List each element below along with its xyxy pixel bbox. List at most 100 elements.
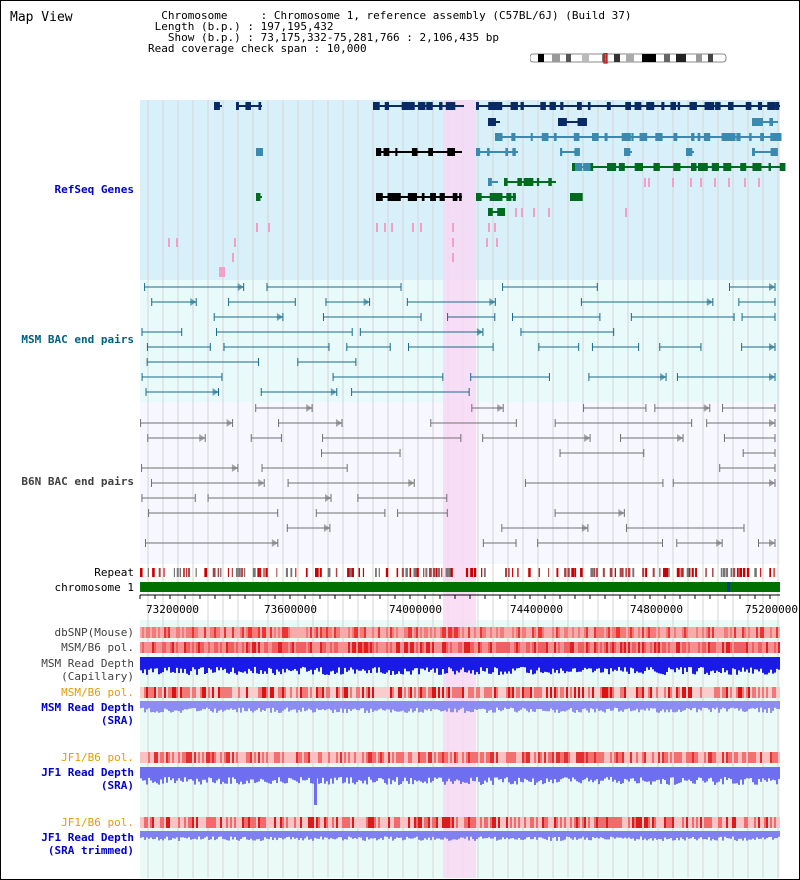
repeat-mark [481, 568, 483, 577]
jf1-pol-trim-heat [578, 817, 580, 828]
msm-depth-cap [544, 657, 546, 672]
jf1-pol-heat [662, 752, 664, 763]
msm-pol-heat [332, 642, 334, 653]
dbsnp-heat [362, 627, 364, 638]
msm-pol-sra-heat [338, 687, 340, 698]
dbsnp-heat [542, 627, 544, 638]
jf1-pol-trim-heat [420, 817, 422, 828]
refseq-pink-mark [268, 223, 270, 232]
dbsnp-heat [730, 627, 732, 638]
msm-pol-sra-heat [234, 687, 236, 698]
dbsnp-heat [746, 627, 748, 638]
msm-depth-sra [742, 701, 744, 712]
msm-pol-heat [680, 642, 682, 653]
dbsnp-heat [382, 627, 384, 638]
msm-pol-heat [462, 642, 464, 653]
msm-pol-sra-heat [422, 687, 424, 698]
msm-depth-sra [722, 701, 724, 708]
jf1-depth-sra [396, 767, 398, 778]
msm-depth-sra [736, 701, 738, 709]
jf1-depth-trim [518, 831, 520, 838]
dbsnp-heat [378, 627, 380, 638]
dbsnp-heat [564, 627, 566, 638]
msm-depth-sra [456, 701, 458, 713]
msm-pol-sra-heat [694, 687, 696, 698]
msm-pol-sra-heat [712, 687, 714, 698]
dbsnp-heat [702, 627, 704, 638]
jf1-pol-heat [618, 752, 620, 763]
msm-pol-sra-heat [342, 687, 344, 698]
dbsnp-heat [440, 627, 442, 638]
jf1-depth-sra [404, 767, 406, 778]
repeat-mark [362, 568, 365, 577]
msm-depth-sra [262, 701, 264, 710]
msm-depth-cap [512, 657, 514, 669]
gene-exon [520, 102, 524, 110]
jf1-depth-trim [224, 831, 226, 840]
jf1-depth-sra [638, 767, 640, 784]
msm-pol-sra-heat [714, 687, 716, 698]
jf1-pol-heat [162, 752, 164, 763]
repeat-mark [760, 568, 762, 577]
jf1-depth-sra [750, 767, 752, 779]
msm-pol-sra-heat [680, 687, 682, 698]
jf1-pol-heat [696, 752, 698, 763]
msm-depth-sra [350, 701, 352, 711]
dbsnp-heat [348, 627, 350, 638]
msm-depth-sra [718, 701, 720, 713]
jf1-pol-heat [270, 752, 272, 763]
jf1-depth-sra [522, 767, 524, 783]
jf1-depth-trim [596, 831, 598, 838]
dbsnp-heat [408, 627, 410, 638]
msm-depth-cap [502, 657, 504, 675]
jf1-depth-trim [394, 831, 396, 839]
jf1-pol-trim-heat [764, 817, 766, 828]
gene-exon [488, 208, 493, 216]
msm-depth-cap [370, 657, 372, 673]
gene-exon [634, 102, 642, 110]
msm-pol-sra-heat [456, 687, 458, 698]
msm-depth-sra [216, 701, 218, 713]
msm-depth-sra [380, 701, 382, 709]
msm-depth-sra [354, 701, 356, 709]
msm-pol-sra-heat [668, 687, 670, 698]
dbsnp-heat [720, 627, 722, 638]
msm-depth-cap [600, 657, 602, 673]
jf1-depth-trim [548, 831, 550, 837]
jf1-depth-sra [470, 767, 472, 778]
msm-depth-cap [688, 657, 690, 668]
msm-pol-sra-heat [618, 687, 620, 698]
jf1-pol-trim-heat [228, 817, 230, 828]
chromosome-ideogram[interactable] [530, 53, 730, 65]
msm-pol-sra-heat [170, 687, 172, 698]
gene-exon [395, 148, 398, 156]
jf1-depth-trim [276, 831, 278, 841]
msm-depth-cap [298, 657, 300, 675]
msm-depth-sra [218, 701, 220, 711]
repeat-mark [405, 568, 408, 577]
jf1-depth-sra [410, 767, 412, 779]
msm-pol-sra-heat [444, 687, 446, 698]
msm-depth-cap [156, 657, 158, 669]
msm-depth-cap [528, 657, 530, 674]
msm-depth-cap [378, 657, 380, 668]
msm-pol-heat [516, 642, 518, 653]
map-view-title: Map View [10, 10, 73, 25]
dbsnp-heat [328, 627, 330, 638]
msm-depth-cap [700, 657, 702, 668]
jf1-pol-heat [580, 752, 582, 763]
msm-pol-heat [586, 642, 588, 653]
jf1-depth-trim [466, 831, 468, 837]
jf1-depth-sra [714, 767, 716, 785]
jf1-pol-trim-heat [336, 817, 338, 828]
jf1-pol-trim-heat [486, 817, 488, 828]
msm-depth-cap [612, 657, 614, 672]
msm-pol-heat [440, 642, 442, 653]
jf1-depth-sra [398, 767, 400, 785]
msm-depth-cap [478, 657, 480, 675]
msm-depth-cap [152, 657, 154, 673]
msm-depth-sra [264, 701, 266, 712]
jf1-depth-sra [654, 767, 656, 782]
jf1-depth-sra [770, 767, 772, 781]
